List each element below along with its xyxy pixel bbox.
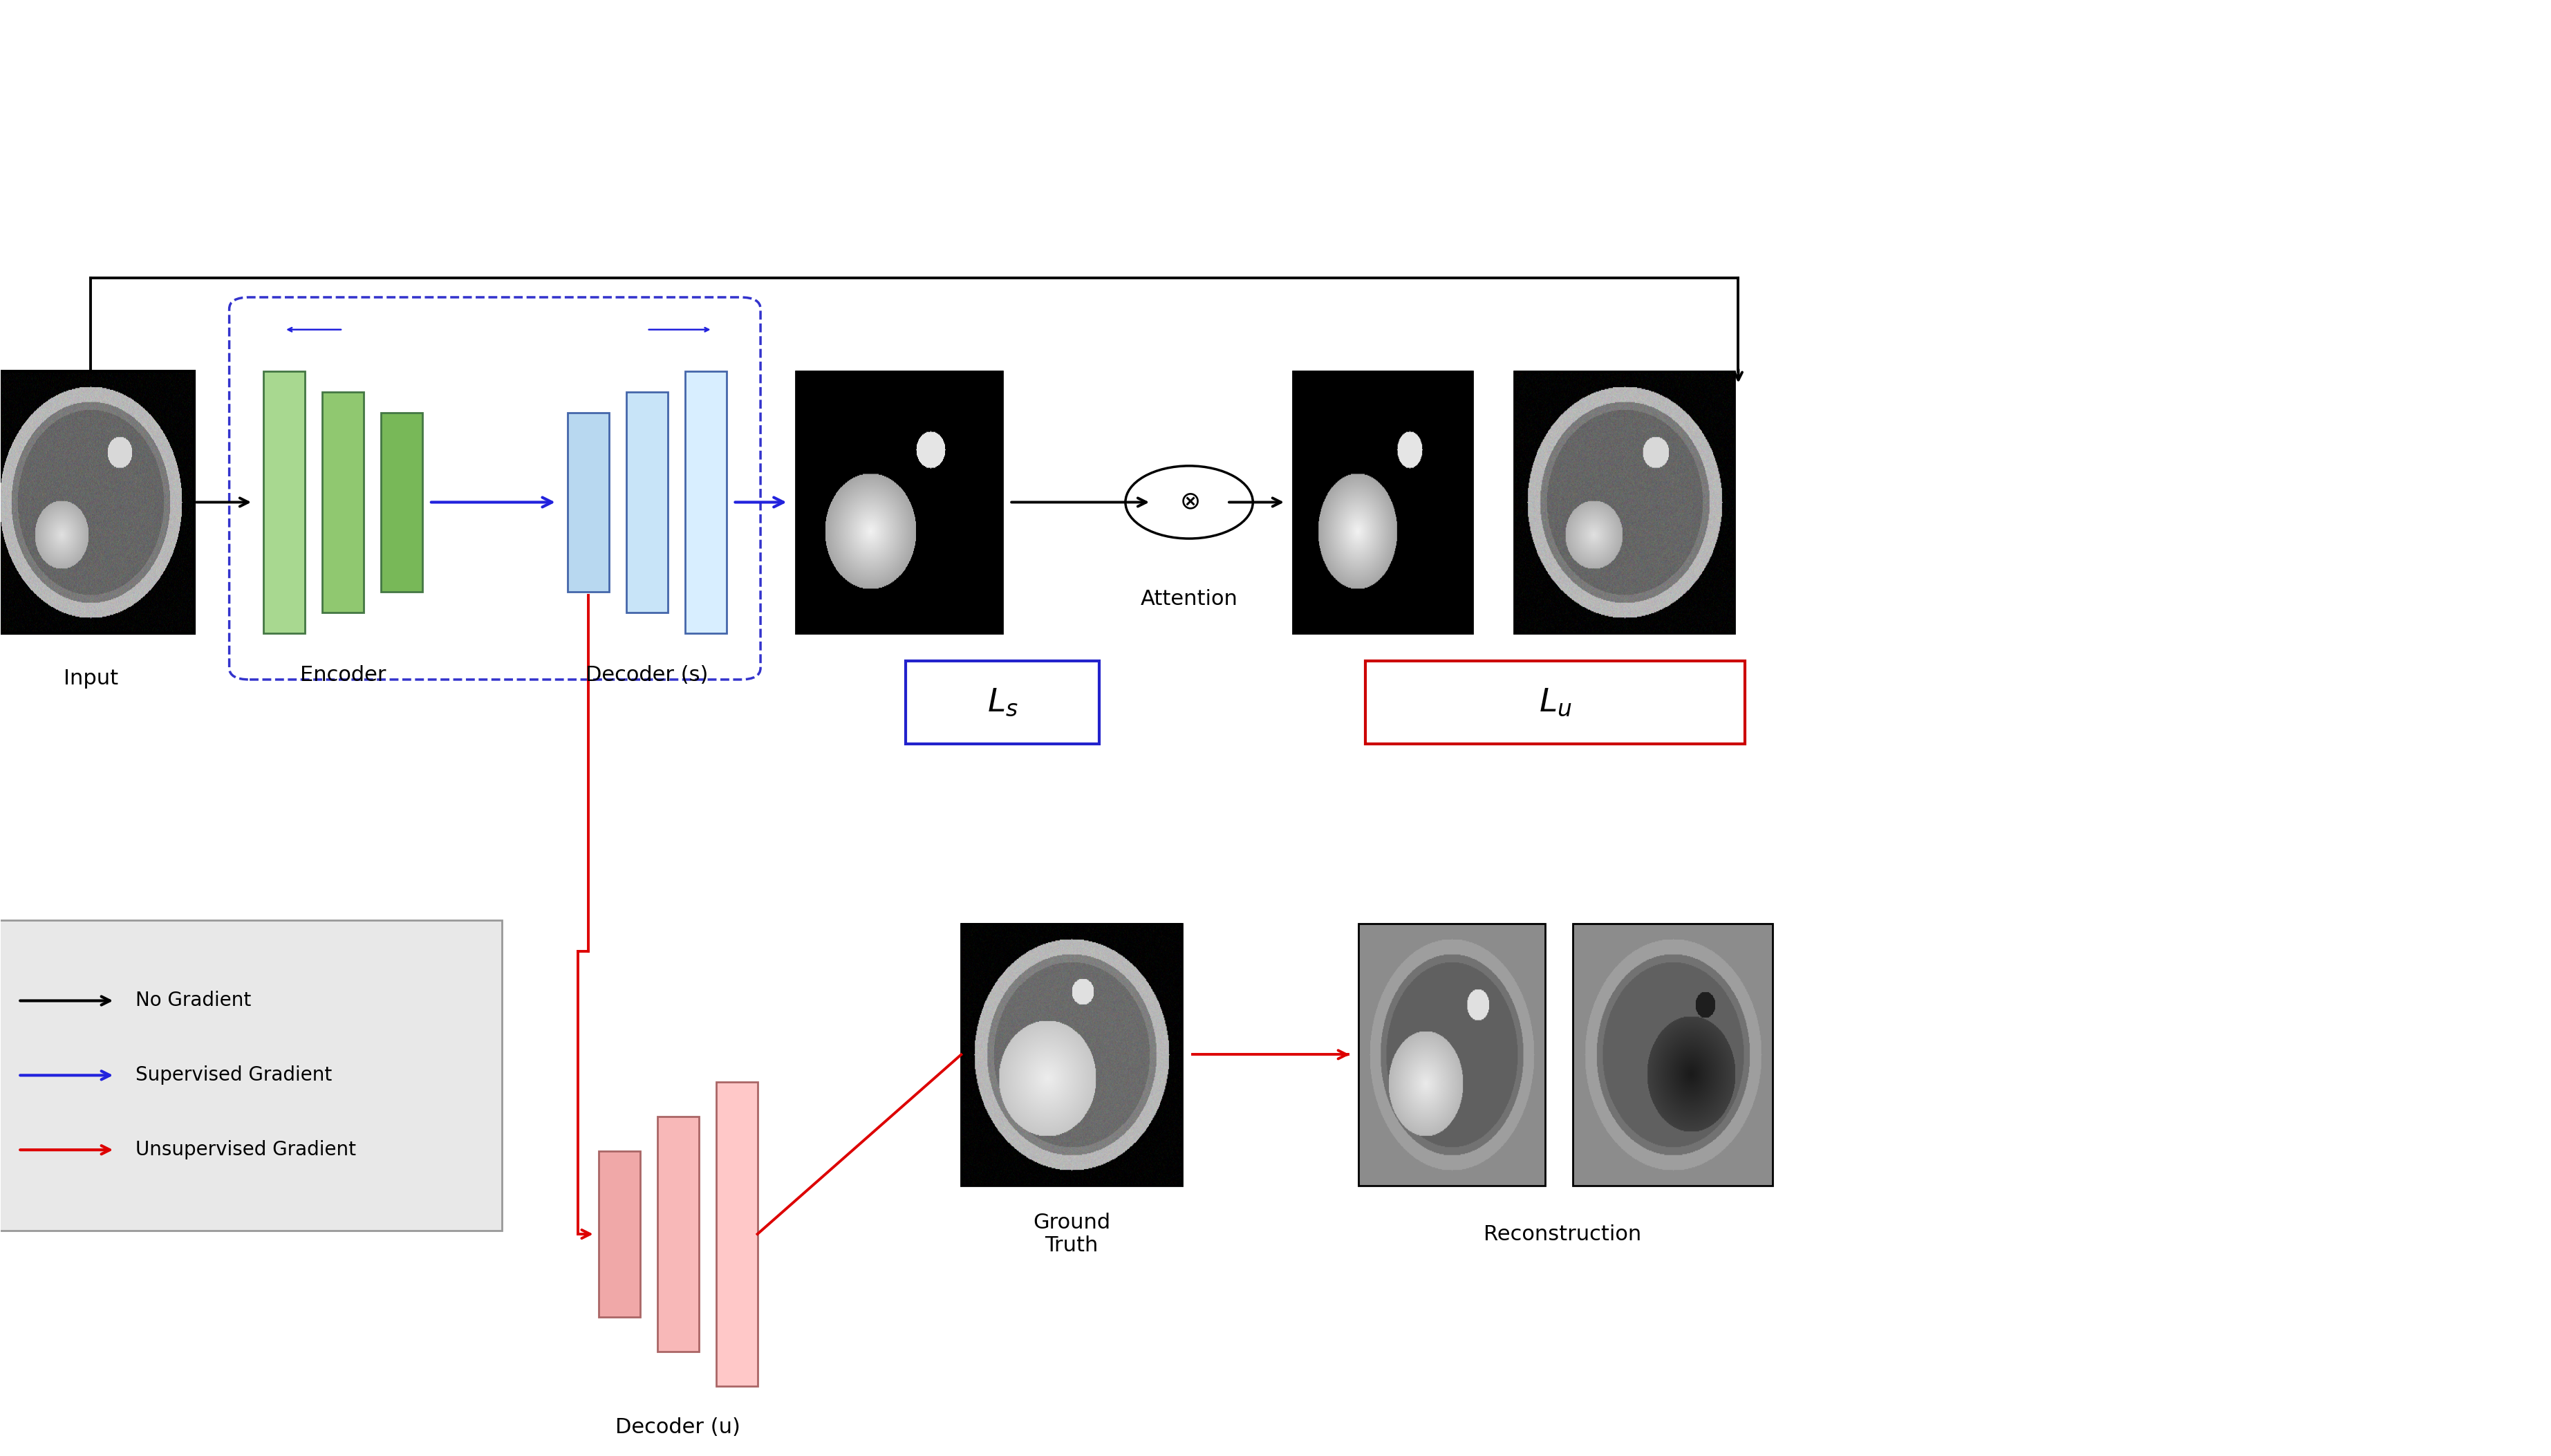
- Text: Decoder (s): Decoder (s): [587, 665, 709, 684]
- FancyBboxPatch shape: [658, 1117, 699, 1351]
- FancyBboxPatch shape: [599, 1152, 640, 1316]
- Text: Decoder (u): Decoder (u): [615, 1417, 740, 1437]
- Text: $\mathit{L}_s$: $\mathit{L}_s$: [987, 687, 1018, 718]
- Text: Supervised Gradient: Supervised Gradient: [135, 1066, 332, 1085]
- Text: Unsupervised Gradient: Unsupervised Gradient: [135, 1140, 357, 1159]
- FancyBboxPatch shape: [263, 371, 306, 633]
- Text: $\mathit{L}_u$: $\mathit{L}_u$: [1538, 687, 1571, 718]
- FancyBboxPatch shape: [566, 412, 610, 593]
- FancyBboxPatch shape: [1365, 661, 1745, 744]
- Text: Reconstruction: Reconstruction: [1482, 1224, 1640, 1243]
- FancyBboxPatch shape: [717, 1082, 758, 1386]
- FancyBboxPatch shape: [684, 371, 727, 633]
- Text: Attention: Attention: [1140, 588, 1237, 609]
- Text: Encoder: Encoder: [301, 665, 385, 684]
- Text: $\otimes$: $\otimes$: [1179, 491, 1199, 514]
- FancyBboxPatch shape: [625, 392, 668, 613]
- FancyBboxPatch shape: [0, 920, 503, 1230]
- FancyBboxPatch shape: [380, 412, 423, 593]
- Text: No Gradient: No Gradient: [135, 992, 253, 1010]
- FancyBboxPatch shape: [906, 661, 1099, 744]
- Text: Input: Input: [64, 668, 117, 689]
- FancyBboxPatch shape: [321, 392, 365, 613]
- Text: Ground
Truth: Ground Truth: [1033, 1213, 1110, 1255]
